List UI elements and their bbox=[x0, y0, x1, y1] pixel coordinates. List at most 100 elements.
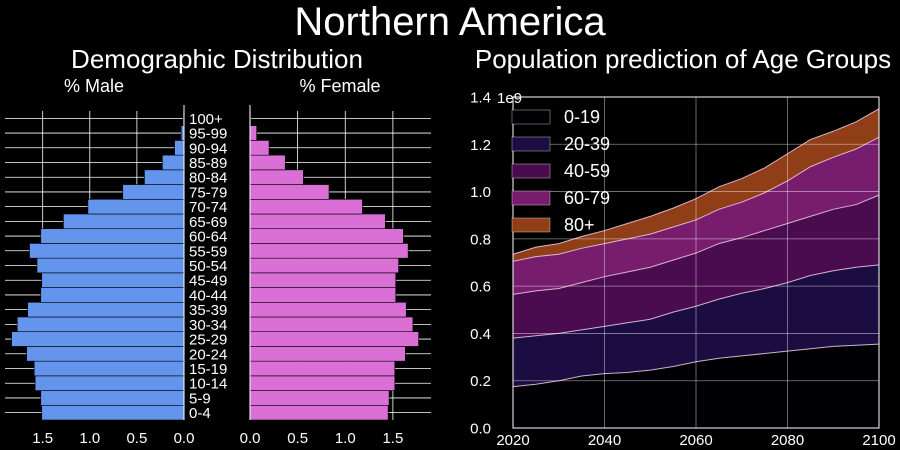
male-bar bbox=[16, 316, 185, 333]
age-group-label: 60-64 bbox=[189, 229, 227, 246]
legend-label: 80+ bbox=[564, 215, 595, 235]
area-y-tick-label: 0.2 bbox=[470, 373, 491, 390]
female-bar bbox=[249, 228, 404, 244]
female-bar bbox=[249, 213, 386, 230]
age-group-label: 95-99 bbox=[189, 126, 227, 143]
male-bar bbox=[26, 346, 185, 362]
age-group-label: 90-94 bbox=[189, 140, 227, 157]
age-group-label: 20-24 bbox=[189, 346, 227, 363]
age-group-label: 25-29 bbox=[189, 332, 227, 349]
female-bar bbox=[249, 404, 389, 421]
area-frame bbox=[512, 96, 880, 429]
age-group-label: 5-9 bbox=[189, 390, 211, 407]
female-bar bbox=[249, 331, 419, 347]
y-offset-label: 1e9 bbox=[497, 90, 522, 107]
male-x-tick-label: 0.5 bbox=[126, 430, 147, 447]
main-title: Northern America bbox=[294, 0, 606, 44]
female-bar bbox=[249, 198, 363, 215]
female-bar bbox=[249, 272, 397, 288]
male-bar bbox=[36, 257, 185, 274]
female-x-tick-label: 1.0 bbox=[335, 430, 356, 447]
area-x-tick-label: 2100 bbox=[862, 432, 895, 449]
female-bar bbox=[249, 154, 286, 171]
female-bar bbox=[249, 301, 407, 318]
male-bar bbox=[41, 272, 185, 288]
female-bar bbox=[249, 169, 304, 185]
female-axis-label: % Female bbox=[299, 76, 380, 96]
area-x-tick-label: 2060 bbox=[679, 432, 712, 449]
age-group-label: 65-69 bbox=[189, 214, 227, 231]
female-bar bbox=[249, 287, 397, 303]
male-bar bbox=[41, 404, 185, 421]
age-group-label: 35-39 bbox=[189, 302, 227, 319]
female-bar bbox=[249, 360, 396, 377]
area-y-tick-label: 0.6 bbox=[470, 279, 491, 296]
area-y-tick-label: 0.4 bbox=[470, 326, 491, 343]
area-y-tick-label: 1.4 bbox=[470, 90, 491, 107]
male-bar bbox=[11, 331, 185, 347]
female-bar bbox=[249, 243, 409, 259]
male-x-tick-label: 1.5 bbox=[32, 430, 53, 447]
legend-swatch bbox=[511, 136, 551, 152]
pyramid-title: Demographic Distribution bbox=[71, 44, 363, 74]
male-bar bbox=[40, 390, 185, 406]
age-group-label: 85-89 bbox=[189, 155, 227, 172]
age-group-labels: 0-45-910-1415-1920-2425-2930-3435-3940-4… bbox=[189, 111, 227, 422]
legend: 0-19 20-39 40-59 60-79 80+ bbox=[511, 107, 610, 235]
area-band-80+ bbox=[513, 108, 879, 262]
female-plot: 0.0 0.5 1.0 1.5 bbox=[240, 105, 431, 447]
age-group-label: 80-84 bbox=[189, 170, 227, 187]
legend-label: 0-19 bbox=[564, 107, 600, 127]
female-bar bbox=[249, 390, 390, 406]
male-bar bbox=[63, 213, 185, 230]
male-bar bbox=[34, 375, 185, 391]
legend-swatch bbox=[511, 163, 551, 179]
male-bar bbox=[87, 198, 185, 215]
age-group-label: 45-49 bbox=[189, 273, 227, 290]
legend-swatch bbox=[511, 217, 551, 233]
female-bar bbox=[249, 140, 270, 156]
age-group-label: 55-59 bbox=[189, 243, 227, 260]
area-chart-title: Population prediction of Age Groups bbox=[474, 44, 892, 74]
age-group-label: 15-19 bbox=[189, 361, 227, 378]
area-plot: 2020 2040 2060 2080 2100 0.0 0.2 0.4 0.6 0.8 1.0 1.… bbox=[470, 90, 896, 450]
male-bar bbox=[122, 184, 185, 200]
male-axis-label: % Male bbox=[64, 76, 124, 96]
area-x-tick-label: 2020 bbox=[496, 432, 529, 449]
area-x-tick-label: 2040 bbox=[588, 432, 621, 449]
age-group-label: 75-79 bbox=[189, 184, 227, 201]
area-y-tick-label: 0.0 bbox=[470, 421, 491, 438]
male-x-tick-label: 1.0 bbox=[79, 430, 100, 447]
female-x-tick-label: 0.0 bbox=[240, 430, 261, 447]
age-group-label: 10-14 bbox=[189, 376, 227, 393]
male-bar bbox=[144, 169, 185, 185]
age-group-label: 50-54 bbox=[189, 258, 227, 275]
area-y-tick-label: 0.8 bbox=[470, 231, 491, 248]
legend-label: 60-79 bbox=[564, 188, 610, 208]
male-bar bbox=[29, 243, 185, 259]
legend-label: 20-39 bbox=[564, 134, 610, 154]
male-bar bbox=[40, 287, 185, 303]
area-x-tick-label: 2080 bbox=[771, 432, 804, 449]
legend-label: 40-59 bbox=[564, 161, 610, 181]
female-bar bbox=[249, 125, 257, 141]
female-x-tick-label: 0.5 bbox=[287, 430, 308, 447]
age-group-label: 30-34 bbox=[189, 317, 227, 334]
age-group-label: 0-4 bbox=[189, 405, 211, 422]
male-bar bbox=[33, 360, 185, 377]
male-bar bbox=[162, 154, 185, 171]
male-bar bbox=[40, 228, 185, 244]
age-group-label: 100+ bbox=[189, 111, 223, 128]
age-group-label: 70-74 bbox=[189, 199, 227, 216]
female-bar bbox=[249, 184, 330, 200]
female-bar bbox=[249, 346, 406, 362]
female-x-tick-label: 1.5 bbox=[382, 430, 403, 447]
area-y-tick-label: 1.2 bbox=[470, 137, 491, 154]
male-bar bbox=[174, 140, 185, 156]
area-y-tick-label: 1.0 bbox=[470, 184, 491, 201]
female-bar bbox=[249, 375, 396, 391]
age-group-label: 40-44 bbox=[189, 287, 227, 304]
legend-swatch bbox=[511, 190, 551, 206]
male-bar bbox=[27, 301, 185, 318]
